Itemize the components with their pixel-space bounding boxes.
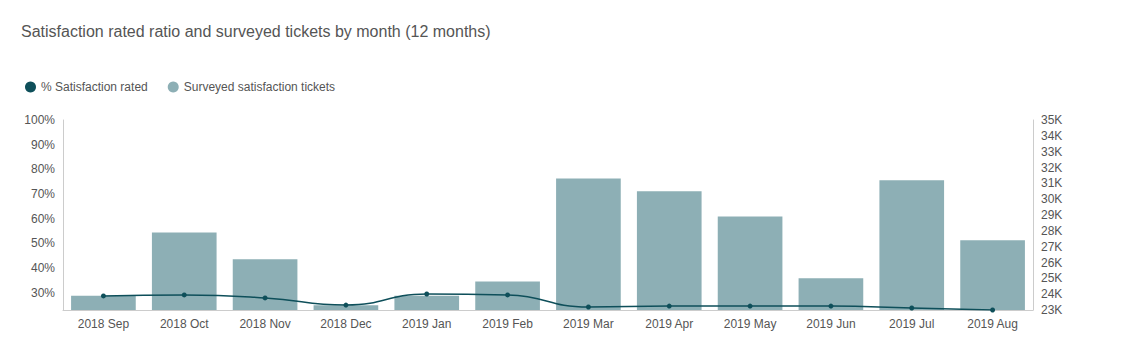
svg-text:50%: 50% xyxy=(31,236,55,250)
svg-text:2019 Jun: 2019 Jun xyxy=(806,317,855,331)
svg-text:2019 Feb: 2019 Feb xyxy=(482,317,533,331)
svg-text:27K: 27K xyxy=(1041,240,1062,254)
svg-text:2018 Sep: 2018 Sep xyxy=(78,317,130,331)
svg-text:2019 Mar: 2019 Mar xyxy=(563,317,614,331)
svg-text:25K: 25K xyxy=(1041,271,1062,285)
svg-text:26K: 26K xyxy=(1041,256,1062,270)
svg-text:29K: 29K xyxy=(1041,208,1062,222)
svg-text:30%: 30% xyxy=(31,286,55,300)
svg-text:80%: 80% xyxy=(31,162,55,176)
svg-text:33K: 33K xyxy=(1041,145,1062,159)
svg-text:35K: 35K xyxy=(1041,113,1062,127)
svg-text:2018 Oct: 2018 Oct xyxy=(160,317,209,331)
svg-text:2019 Jan: 2019 Jan xyxy=(402,317,451,331)
svg-text:Satisfaction rated ratio and s: Satisfaction rated ratio and surveyed ti… xyxy=(21,23,491,40)
svg-text:31K: 31K xyxy=(1041,176,1062,190)
svg-text:28K: 28K xyxy=(1041,224,1062,238)
svg-text:2018 Dec: 2018 Dec xyxy=(320,317,371,331)
svg-text:2019 Jul: 2019 Jul xyxy=(889,317,934,331)
svg-text:34K: 34K xyxy=(1041,129,1062,143)
svg-text:24K: 24K xyxy=(1041,287,1062,301)
svg-text:2019 Apr: 2019 Apr xyxy=(645,317,693,331)
svg-text:23K: 23K xyxy=(1041,303,1062,317)
svg-text:32K: 32K xyxy=(1041,161,1062,175)
svg-text:2019 Aug: 2019 Aug xyxy=(967,317,1018,331)
svg-text:2019 May: 2019 May xyxy=(724,317,777,331)
svg-text:100%: 100% xyxy=(24,113,55,127)
svg-text:70%: 70% xyxy=(31,187,55,201)
svg-text:% Satisfaction rated: % Satisfaction rated xyxy=(41,80,148,94)
svg-text:90%: 90% xyxy=(31,138,55,152)
svg-text:60%: 60% xyxy=(31,212,55,226)
svg-text:Surveyed satisfaction tickets: Surveyed satisfaction tickets xyxy=(184,80,335,94)
svg-text:30K: 30K xyxy=(1041,192,1062,206)
svg-text:40%: 40% xyxy=(31,261,55,275)
svg-text:2018 Nov: 2018 Nov xyxy=(239,317,290,331)
